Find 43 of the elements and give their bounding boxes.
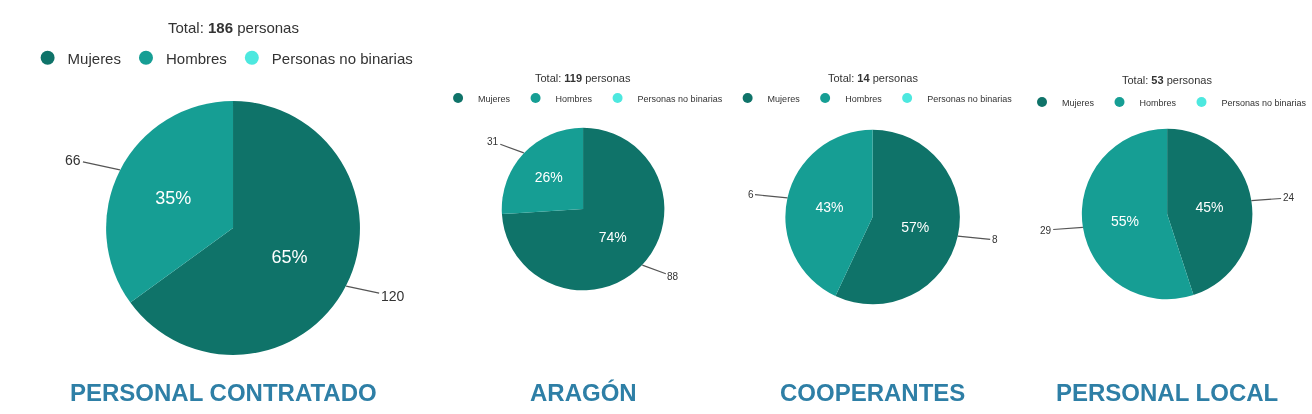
legend-label: Hombres bbox=[165, 49, 227, 67]
chart-subtitle: Total: 186 personas bbox=[168, 19, 299, 36]
text: 66 bbox=[65, 152, 81, 168]
text: 29 bbox=[1040, 225, 1052, 236]
pie-slice bbox=[785, 129, 873, 296]
data-label: 74% bbox=[598, 228, 627, 245]
legend-label: Hombres bbox=[1139, 97, 1177, 108]
text: PERSONAL LOCAL bbox=[1056, 379, 1279, 406]
pie-slice bbox=[106, 101, 234, 303]
chart-subtitle: Total: 119 personas bbox=[535, 72, 631, 84]
text: ARAGÓN bbox=[530, 379, 637, 406]
legend-label: Mujeres bbox=[67, 49, 121, 67]
legend-label: Personas no binarias bbox=[637, 93, 723, 104]
pie-slice bbox=[1167, 128, 1253, 296]
text: 120 bbox=[381, 288, 405, 304]
data-label: 65% bbox=[271, 246, 308, 267]
data-label: 57% bbox=[901, 218, 930, 235]
text: PERSONAL CONTRATADO bbox=[70, 379, 377, 406]
text: 31 bbox=[487, 136, 499, 147]
data-label: 26% bbox=[534, 168, 563, 185]
data-label: 45% bbox=[1195, 199, 1224, 216]
pie-slice bbox=[501, 127, 584, 215]
pie-slice bbox=[501, 127, 665, 291]
chart-subtitle: Total: 53 personas bbox=[1122, 74, 1213, 86]
data-label: 43% bbox=[815, 199, 844, 216]
data-label: 35% bbox=[155, 187, 192, 208]
pie-slice bbox=[1081, 128, 1194, 300]
text: COOPERANTES bbox=[780, 379, 966, 406]
chart-subtitle: Total: 14 personas bbox=[828, 72, 919, 84]
text: 24 bbox=[1283, 192, 1295, 203]
data-label: 55% bbox=[1111, 212, 1140, 229]
legend-label: Hombres bbox=[845, 93, 883, 104]
legend-label: Mujeres bbox=[767, 93, 801, 104]
text: 88 bbox=[667, 271, 679, 282]
text: 8 bbox=[992, 234, 998, 245]
legend-label: Mujeres bbox=[1062, 97, 1095, 108]
legend-label: Personas no binarias bbox=[271, 49, 413, 67]
legend-label: Personas no binarias bbox=[927, 93, 1013, 104]
legend-label: Mujeres bbox=[478, 93, 511, 104]
legend-label: Personas no binarias bbox=[1221, 97, 1307, 108]
pie-slice bbox=[130, 101, 360, 355]
text: 6 bbox=[748, 189, 754, 200]
legend-label: Hombres bbox=[555, 93, 593, 104]
